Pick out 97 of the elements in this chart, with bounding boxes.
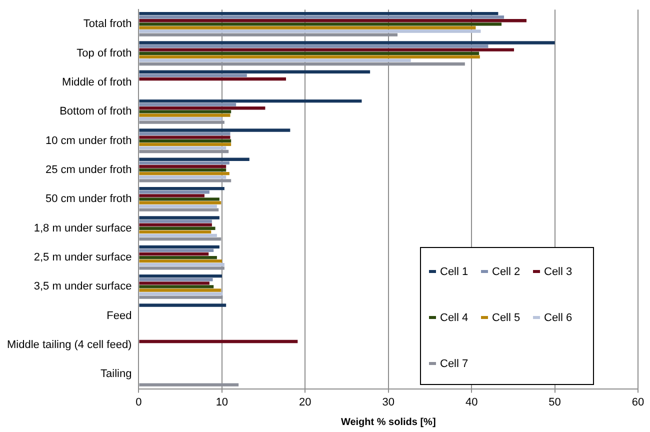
- bar: [139, 274, 222, 278]
- x-tick-label: 20: [299, 396, 312, 408]
- bar: [139, 161, 230, 165]
- x-tick-label: 60: [632, 396, 644, 408]
- bar: [139, 62, 465, 66]
- bar: [139, 282, 210, 285]
- bar: [139, 77, 286, 81]
- bar: [139, 179, 232, 182]
- bar: [139, 208, 219, 212]
- bar: [139, 230, 212, 234]
- y-tick-label: Total froth: [83, 18, 132, 30]
- bar: [139, 226, 216, 230]
- y-tick-label: 25 cm under froth: [46, 164, 132, 176]
- y-tick-label: 2,5 m under surface: [34, 252, 132, 264]
- bar: [139, 139, 232, 142]
- y-tick-label: 1,8 m under surface: [34, 222, 132, 234]
- bar: [139, 266, 224, 270]
- bar: [139, 220, 212, 223]
- legend-label: Cell 7: [440, 358, 468, 370]
- bar: [139, 234, 217, 238]
- y-tick-label: 50 cm under froth: [46, 193, 132, 206]
- bar: [139, 292, 223, 296]
- legend-label: Cell 6: [544, 312, 572, 324]
- bar: [139, 158, 250, 161]
- bar: [139, 48, 514, 52]
- x-tick-label: 10: [216, 396, 228, 408]
- bar: [139, 110, 232, 114]
- bar: [139, 114, 230, 117]
- bar: [139, 26, 476, 30]
- legend-label: Cell 3: [544, 266, 572, 278]
- bar: [139, 41, 555, 44]
- bar: [139, 70, 370, 74]
- bar: [139, 383, 239, 386]
- bar: [139, 12, 498, 16]
- bar: [139, 176, 226, 179]
- bar: [139, 30, 481, 33]
- bar: [139, 186, 224, 190]
- y-tick-label: 3,5 m under surface: [34, 280, 132, 293]
- bar: [139, 150, 229, 154]
- bar: [139, 33, 398, 36]
- bar: [139, 16, 504, 19]
- bar: [139, 58, 411, 62]
- bar: [139, 146, 226, 150]
- bar: [139, 19, 526, 22]
- bar: [139, 164, 226, 168]
- legend-label: Cell 5: [492, 312, 520, 324]
- bar: [139, 223, 212, 226]
- bar: [139, 142, 232, 146]
- x-tick-label: 40: [465, 396, 478, 408]
- bar: [139, 103, 236, 106]
- bar: [139, 340, 298, 344]
- x-axis-title: Weight % solids [%]: [340, 416, 436, 428]
- bar: [139, 190, 210, 194]
- bar: [139, 99, 362, 103]
- bar: [139, 55, 480, 58]
- bar: [139, 168, 226, 172]
- x-tick-label: 0: [136, 396, 142, 408]
- bar: [139, 132, 230, 136]
- bar: [139, 288, 222, 292]
- y-tick-label: Bottom of froth: [60, 106, 132, 118]
- y-tick-label: Middle of froth: [62, 76, 132, 89]
- bar: [139, 216, 220, 220]
- y-tick-label: 10 cm under froth: [46, 134, 132, 147]
- bar: [139, 304, 226, 307]
- bar: [139, 237, 222, 241]
- bar: [139, 44, 488, 48]
- x-tick-label: 30: [382, 396, 394, 408]
- bar: [139, 201, 222, 204]
- bar: [139, 296, 223, 299]
- bar: [139, 263, 224, 266]
- bar: [139, 198, 220, 201]
- y-tick-label: Top of froth: [76, 47, 132, 60]
- y-tick-label: Feed: [106, 310, 132, 322]
- bar: [139, 256, 217, 260]
- bar: [139, 285, 214, 288]
- x-tick-label: 50: [548, 396, 561, 408]
- legend-label: Cell 1: [440, 266, 468, 278]
- legend-label: Cell 2: [492, 266, 520, 278]
- legend-label: Cell 4: [440, 312, 468, 324]
- bar: [139, 172, 230, 176]
- y-tick-label: Tailing: [100, 368, 132, 380]
- bar: [139, 245, 220, 249]
- bar: [139, 248, 214, 252]
- y-tick-label: Middle tailing (4 cell feed): [6, 339, 132, 352]
- bar: [139, 74, 247, 78]
- bar: [139, 22, 502, 26]
- bar: [139, 117, 222, 120]
- bar: [139, 252, 209, 256]
- bar: [139, 106, 266, 110]
- bar: [139, 278, 213, 282]
- bar: [139, 204, 217, 208]
- bar: [139, 136, 230, 139]
- bar: [139, 52, 480, 55]
- bar: [139, 120, 224, 124]
- bar: [139, 259, 222, 263]
- bar: [139, 194, 204, 198]
- bar: [139, 128, 290, 132]
